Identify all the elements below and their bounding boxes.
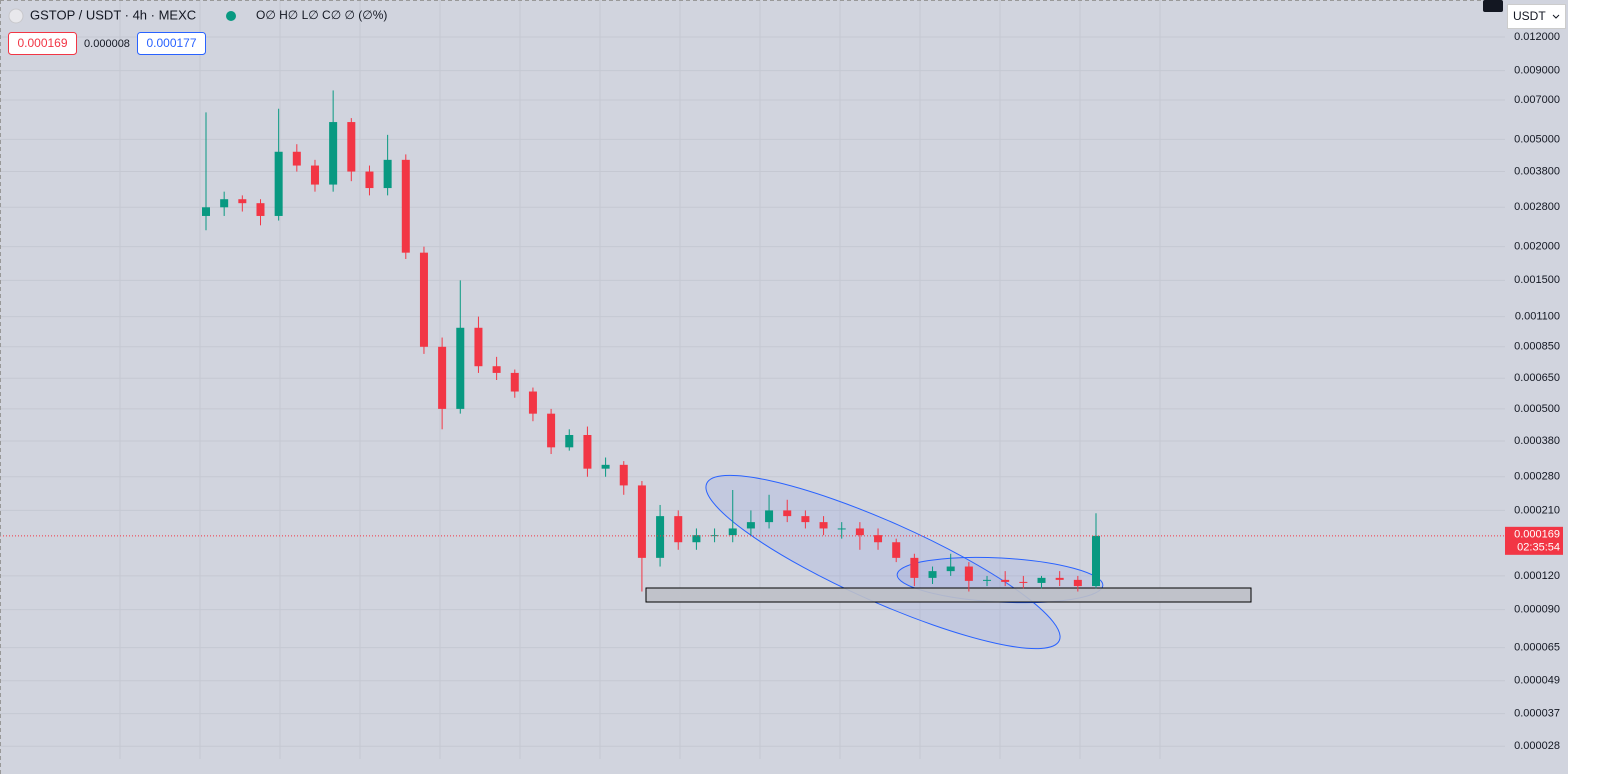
y-tick-label: 0.000380	[1514, 435, 1560, 447]
candle-body	[510, 372, 519, 392]
spread: 0.000008	[84, 38, 130, 50]
candle-body	[855, 528, 864, 536]
price-axis: 0.012000 0.009000 0.007000 0.005000 0.003800…	[1505, 0, 1568, 774]
candle-body	[801, 516, 810, 523]
candle-body	[292, 151, 301, 166]
symbol-title[interactable]: GSTOP / USDT · 4h · MEXC	[30, 7, 196, 22]
ask-price: 0.000177	[146, 36, 196, 50]
buy-box[interactable]	[137, 32, 206, 55]
candle-body	[329, 122, 338, 185]
candle-body	[892, 542, 901, 558]
y-tick-label: 0.000065	[1514, 642, 1560, 654]
support-zone	[645, 587, 1252, 603]
candle-body	[583, 435, 592, 469]
candle-body	[746, 522, 755, 529]
y-tick-label: 0.002800	[1514, 201, 1560, 213]
last-price-tag	[1505, 526, 1563, 555]
candle-body	[983, 579, 992, 581]
candle-body	[910, 557, 919, 578]
candle-body	[456, 327, 465, 409]
candle-body	[1092, 535, 1100, 587]
countdown-label: 02:35:54	[1517, 542, 1560, 554]
y-tick-label: 0.001100	[1515, 311, 1560, 323]
candle-body	[1055, 577, 1064, 580]
candle-body	[274, 151, 283, 216]
candle-body	[964, 566, 973, 581]
candle-body	[1001, 579, 1010, 582]
y-tick-label: 0.001500	[1514, 274, 1560, 286]
candle-body	[656, 516, 665, 558]
candle-body	[837, 528, 846, 530]
candle-body	[674, 516, 683, 543]
bid-price: 0.000169	[17, 36, 67, 50]
y-tick-label: 0.000850	[1514, 341, 1560, 353]
y-tick-label: 0.002000	[1514, 241, 1560, 253]
candle-body	[238, 199, 247, 204]
y-tick-label: 0.012000	[1514, 31, 1560, 43]
y-tick-label: 0.000037	[1514, 707, 1560, 719]
candle-body	[401, 159, 410, 253]
y-tick-label: 0.000210	[1514, 504, 1560, 516]
y-tick-label: 0.000500	[1514, 403, 1560, 415]
candle-body	[547, 413, 556, 448]
y-tick-label: 0.000280	[1514, 471, 1560, 483]
candle-body	[728, 528, 737, 536]
candle-body	[419, 252, 428, 347]
y-tick-label: 0.000090	[1514, 603, 1560, 615]
candle-body	[637, 485, 646, 558]
candle-body	[220, 199, 229, 208]
y-tick-label: 0.000049	[1514, 675, 1560, 687]
candle-body	[692, 535, 701, 543]
candle-body	[1073, 579, 1082, 587]
candle-body	[765, 510, 774, 523]
candle-body	[438, 346, 447, 409]
candle-body	[928, 571, 937, 578]
candle-body	[619, 464, 628, 486]
y-tick-label: 0.003800	[1514, 165, 1560, 177]
sell-box[interactable]	[8, 32, 77, 55]
grid	[0, 0, 1505, 759]
ohlc-legend: O∅ H∅ L∅ C∅ ∅ (∅%)	[256, 8, 387, 22]
y-tick-label: 0.009000	[1514, 65, 1560, 77]
currency-select[interactable]	[1507, 4, 1566, 29]
last-price-label: 0.000169	[1514, 529, 1560, 541]
y-tick-label: 0.000120	[1514, 570, 1560, 582]
y-tick-label: 0.005000	[1514, 133, 1560, 145]
candles	[0, 90, 1505, 592]
candle-body	[1019, 581, 1028, 583]
candle-body	[565, 435, 574, 448]
symbol-icon	[8, 8, 24, 24]
candle-body	[874, 535, 883, 543]
axis-background	[1505, 0, 1568, 774]
candle-body	[256, 203, 265, 216]
candle-body	[1037, 577, 1046, 583]
add-button[interactable]	[1483, 0, 1503, 12]
y-tick-label: 0.000028	[1514, 740, 1560, 752]
currency-label: USDT	[1513, 9, 1546, 23]
candle-body	[383, 159, 392, 189]
candle-body	[347, 122, 356, 172]
candle-body	[365, 171, 374, 189]
candle-body	[783, 510, 792, 517]
candle-body	[310, 165, 319, 185]
candle-body	[492, 366, 501, 373]
y-tick-label: 0.007000	[1514, 94, 1560, 106]
candle-body	[528, 391, 537, 414]
candle-body	[202, 207, 210, 216]
y-tick-label: 0.000650	[1514, 372, 1560, 384]
candle-body	[474, 327, 483, 367]
dropdown-arrow	[1552, 14, 1560, 19]
candle-body	[601, 464, 610, 469]
candle-body	[946, 566, 955, 572]
candle-body	[819, 522, 828, 529]
status-dot	[226, 11, 236, 21]
